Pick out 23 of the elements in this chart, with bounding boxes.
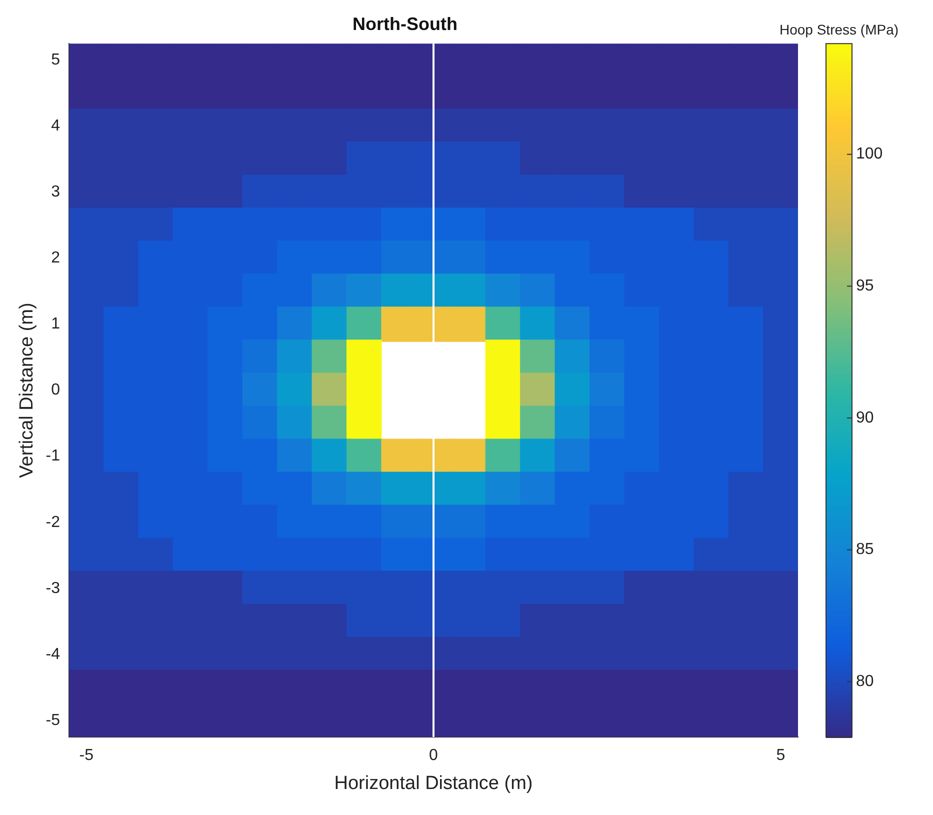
chart-title: North-South <box>352 14 458 34</box>
y-tick-label: -1 <box>46 448 60 465</box>
color-bar-label: 80 <box>856 673 874 690</box>
x-tick-label: 5 <box>776 747 786 764</box>
color-bar-label: 90 <box>856 409 874 426</box>
x-tick-label: -5 <box>79 747 94 764</box>
x-tick-label: 0 <box>429 747 438 764</box>
y-tick-label: 0 <box>51 382 60 399</box>
y-tick-label: -3 <box>46 580 60 597</box>
color-bar-title: Hoop Stress (MPa) <box>779 21 899 38</box>
x-axis-title: Horizontal Distance (m) <box>334 772 533 794</box>
color-bar-label: 95 <box>856 278 874 295</box>
color-bar-label: 85 <box>856 541 874 558</box>
y-tick-label: -5 <box>46 712 60 729</box>
y-tick-label: -2 <box>46 514 60 531</box>
y-tick-label: 3 <box>51 184 60 201</box>
y-tick-label: -4 <box>46 646 60 663</box>
y-tick-label: 5 <box>51 52 60 69</box>
y-tick-label: 4 <box>51 118 60 135</box>
color-bar-label: 100 <box>856 146 883 163</box>
y-axis-title: Vertical Distance (m) <box>16 302 38 478</box>
y-tick-label: 1 <box>51 316 60 333</box>
y-tick-label: 2 <box>51 250 60 267</box>
